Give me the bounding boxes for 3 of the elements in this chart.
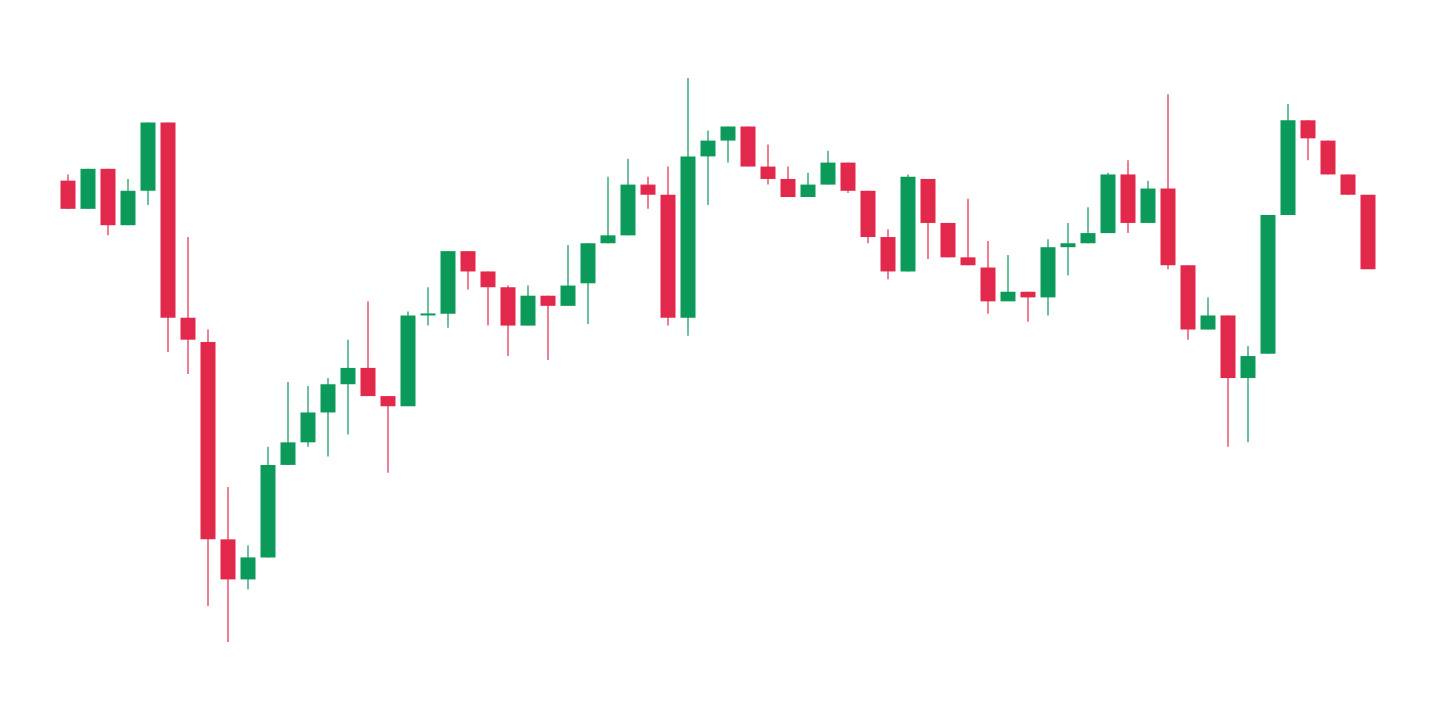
candlestick	[1340, 173, 1356, 196]
candlestick	[80, 167, 96, 210]
candlestick	[740, 125, 756, 168]
